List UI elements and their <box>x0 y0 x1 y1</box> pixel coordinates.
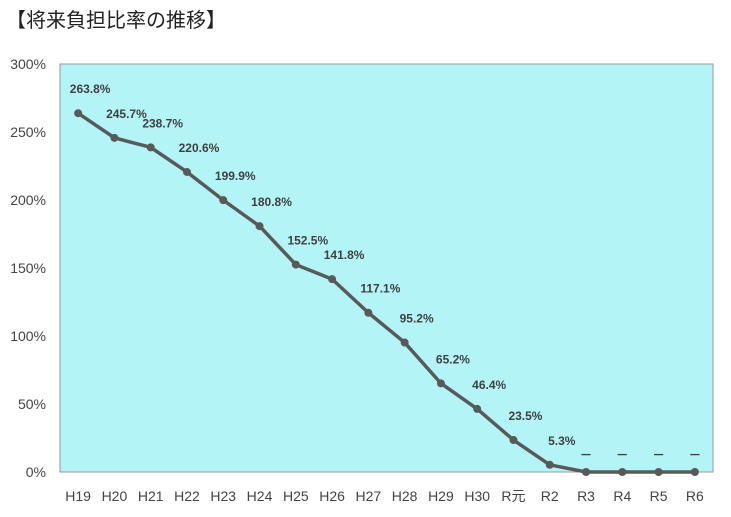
x-tick-label: H26 <box>319 488 345 504</box>
x-tick-label: H28 <box>392 488 418 504</box>
data-label: 220.6% <box>179 141 220 155</box>
data-label: 199.9% <box>215 169 256 183</box>
data-label: － <box>689 448 701 462</box>
data-point <box>291 260 300 269</box>
x-tick-label: R2 <box>541 488 559 504</box>
data-label: 65.2% <box>436 352 470 366</box>
data-point <box>400 338 409 347</box>
x-tick-label: R6 <box>686 488 704 504</box>
y-tick-label: 150% <box>10 260 46 276</box>
data-point <box>255 222 264 231</box>
y-tick-label: 200% <box>10 192 46 208</box>
data-label: 5.3% <box>548 434 576 448</box>
data-point <box>509 436 518 445</box>
x-tick-label: H23 <box>210 488 236 504</box>
data-point <box>582 468 591 476</box>
x-tick-label: H19 <box>65 488 91 504</box>
data-label: 95.2% <box>400 312 434 326</box>
data-label: － <box>653 448 665 462</box>
data-point <box>654 468 663 476</box>
data-label: 46.4% <box>472 378 506 392</box>
x-tick-label: H25 <box>283 488 309 504</box>
series-markers <box>74 109 699 476</box>
x-tick-label: R元 <box>501 488 525 504</box>
x-tick-label: H22 <box>174 488 200 504</box>
x-tick-label: H29 <box>428 488 454 504</box>
y-tick-label: 0% <box>26 464 46 480</box>
data-point <box>182 167 191 176</box>
data-labels: 263.8% 245.7%238.7% 220.6% 199.9% 180.8% 152.… <box>70 82 701 462</box>
x-tick-label: H20 <box>102 488 128 504</box>
y-tick-label: 50% <box>18 396 46 412</box>
data-label: 23.5% <box>508 409 542 423</box>
data-point <box>219 196 228 205</box>
data-label: 141.8% <box>324 248 365 262</box>
y-axis-ticks: 0% 50% 100% 150% 200% 250% 300% <box>10 56 46 480</box>
y-tick-label: 250% <box>10 124 46 140</box>
data-label: 245.7% <box>106 107 147 121</box>
data-label: 263.8% <box>70 82 111 96</box>
data-label: 180.8% <box>251 195 292 209</box>
data-label: － <box>580 448 592 462</box>
x-tick-label: H24 <box>247 488 273 504</box>
data-point <box>436 379 445 388</box>
y-tick-label: 300% <box>10 56 46 72</box>
y-tick-label: 100% <box>10 328 46 344</box>
series-line <box>77 111 695 474</box>
x-tick-label: H27 <box>356 488 382 504</box>
x-tick-label: R4 <box>613 488 631 504</box>
x-axis-ticks: H19 H20 H21 H22 H23 H24 H25 H26 H27 H28 H29 H30 R元 R2… <box>65 488 704 504</box>
data-point <box>545 460 554 469</box>
x-tick-label: H30 <box>464 488 490 504</box>
plot-area <box>59 63 714 473</box>
data-label: － <box>616 448 628 462</box>
data-point <box>473 404 482 413</box>
data-label: 238.7% <box>142 116 183 130</box>
x-tick-label: R3 <box>577 488 595 504</box>
data-label: 152.5% <box>287 234 328 248</box>
data-point <box>146 143 155 152</box>
data-point <box>690 468 699 476</box>
data-label: 117.1% <box>360 282 400 296</box>
x-tick-label: H21 <box>138 488 164 504</box>
data-point <box>364 308 373 317</box>
data-point <box>74 109 83 118</box>
data-point <box>618 468 627 476</box>
chart-title: 【将来負担比率の推移】 <box>6 8 226 32</box>
data-point <box>328 275 337 284</box>
x-tick-label: R5 <box>650 488 668 504</box>
data-point <box>110 133 119 142</box>
